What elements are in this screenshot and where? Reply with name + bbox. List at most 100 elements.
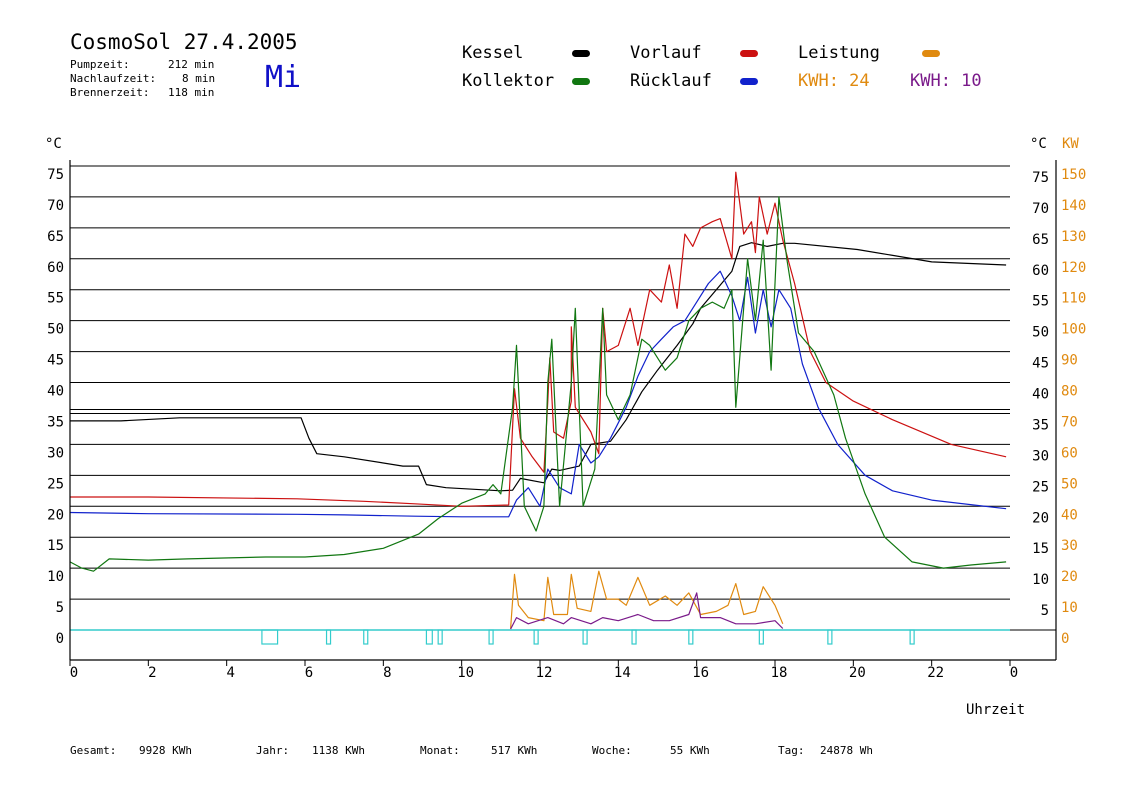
footer-label-monat: Monat: xyxy=(420,744,460,757)
footer-label-tag: Tag: xyxy=(778,744,805,757)
y-tick-label-right-temp: 60 xyxy=(1032,263,1049,279)
y-axis-left-unit: °C xyxy=(45,136,62,152)
pump-interval xyxy=(325,629,332,645)
y-tick-label-right-power: 110 xyxy=(1061,291,1086,307)
pump-interval xyxy=(363,629,369,645)
x-tick-label: 12 xyxy=(536,665,553,681)
y-tick-label-right-temp: 25 xyxy=(1032,479,1049,495)
x-tick-label: 14 xyxy=(614,665,631,681)
pump-interval xyxy=(631,629,637,645)
y-tick-label-right-power: 40 xyxy=(1061,507,1078,523)
series-line-kessel xyxy=(70,242,1007,492)
chart-title: CosmoSol 27.4.2005 xyxy=(70,30,298,54)
y-tick-label-right-temp: 30 xyxy=(1032,448,1049,464)
stat-label-nachlauf: Nachlaufzeit: xyxy=(70,72,157,85)
footer-label-jahr: Jahr: xyxy=(256,744,290,757)
pump-interval xyxy=(425,629,433,645)
stat-value-pump: 212 min xyxy=(168,58,215,71)
x-tick-label: 8 xyxy=(383,665,391,681)
axes xyxy=(69,160,1057,666)
stat-value-nachlauf: 8 min xyxy=(182,72,216,85)
y-tick-label-right-temp: 70 xyxy=(1032,201,1049,217)
x-tick-label: 10 xyxy=(457,665,474,681)
legend-kessel: Kessel xyxy=(462,43,524,63)
series-line-leistung xyxy=(510,570,784,629)
pump-interval xyxy=(582,629,588,645)
stat-label-brenner: Brennerzeit: xyxy=(70,86,150,99)
y-tick-label-left: 60 xyxy=(47,260,64,276)
x-tick-label: 22 xyxy=(927,665,944,681)
pump-interval xyxy=(533,629,539,645)
tick-labels: 0 2 4 6 8 10 12 14 16 18 20 22 005101520253035404550… xyxy=(47,167,1086,681)
pump-interval xyxy=(827,629,833,645)
y-tick-label-right-power: 120 xyxy=(1061,260,1086,276)
legend-vorlauf: Vorlauf xyxy=(630,43,702,63)
y-tick-label-left: 10 xyxy=(47,569,64,585)
footer-label-woche: Woche: xyxy=(592,744,632,757)
y-tick-label-left: 65 xyxy=(47,229,64,245)
y-tick-label-right-temp: 10 xyxy=(1032,572,1049,588)
y-tick-label-right-power: 0 xyxy=(1061,631,1069,647)
stat-label-pump: Pumpzeit: xyxy=(70,58,130,71)
y-tick-label-left: 20 xyxy=(47,507,64,523)
y-tick-label-right-power: 130 xyxy=(1061,229,1086,245)
data-series xyxy=(69,171,1007,630)
legend-kollektor-swatch xyxy=(572,78,590,85)
legend-kwh-orange: KWH: 24 xyxy=(798,71,870,91)
y-tick-label-left: 15 xyxy=(47,538,64,554)
y-tick-label-right-power: 10 xyxy=(1061,600,1078,616)
x-tick-label: 18 xyxy=(771,665,788,681)
y-tick-label-left: 0 xyxy=(56,631,64,647)
legend-kessel-swatch xyxy=(572,50,590,57)
legend-ruecklauf: Rücklauf xyxy=(630,71,712,91)
y-tick-label-left: 30 xyxy=(47,445,64,461)
y-tick-label-right-power: 80 xyxy=(1061,384,1078,400)
y-tick-label-left: 50 xyxy=(47,322,64,338)
legend-leistung-swatch xyxy=(922,50,940,57)
x-tick-label: 6 xyxy=(305,665,313,681)
y-tick-label-right-temp: 45 xyxy=(1032,356,1049,372)
x-axis-label: Uhrzeit xyxy=(966,702,1026,718)
y-tick-label-left: 75 xyxy=(47,167,64,183)
series-line-kwhpurple xyxy=(510,592,784,630)
y-tick-label-right-temp: 5 xyxy=(1041,603,1049,619)
x-tick-label: 4 xyxy=(226,665,234,681)
stat-value-brenner: 118 min xyxy=(168,86,215,99)
x-tick-label: 20 xyxy=(849,665,866,681)
y-tick-label-left: 70 xyxy=(47,198,64,214)
y-tick-label-right-power: 100 xyxy=(1061,322,1086,338)
y-tick-label-right-temp: 20 xyxy=(1032,510,1049,526)
footer-value-tag: 24878 Wh xyxy=(820,744,873,757)
footer-label-gesamt: Gesamt: xyxy=(70,744,117,757)
footer-value-gesamt: 9928 KWh xyxy=(139,744,192,757)
pump-interval xyxy=(437,629,443,645)
weekday-label: Mi xyxy=(265,60,302,95)
y-tick-label-left: 5 xyxy=(56,600,64,616)
footer-value-monat: 517 KWh xyxy=(491,744,538,757)
x-tick-label: 0 xyxy=(70,665,78,681)
y-tick-label-right-temp: 75 xyxy=(1032,170,1049,186)
y-tick-label-left: 45 xyxy=(47,353,64,369)
legend-vorlauf-swatch xyxy=(740,50,758,57)
y-tick-label-right-temp: 50 xyxy=(1032,325,1049,341)
y-tick-label-left: 40 xyxy=(47,384,64,400)
y-tick-label-right-power: 90 xyxy=(1061,353,1078,369)
series-line-rcklauf xyxy=(69,270,1007,518)
legend-leistung: Leistung xyxy=(798,43,880,63)
y-tick-label-right-power: 150 xyxy=(1061,167,1086,183)
y-tick-label-right-temp: 35 xyxy=(1032,417,1049,433)
series-line-kollektor xyxy=(69,196,1007,572)
y-axis-right-power-unit: KW xyxy=(1062,136,1079,152)
footer-value-woche: 55 KWh xyxy=(670,744,710,757)
y-tick-label-left: 25 xyxy=(47,476,64,492)
pump-interval xyxy=(688,629,694,645)
pump-interval xyxy=(909,629,915,645)
footer-value-jahr: 1138 KWh xyxy=(312,744,365,757)
pump-interval xyxy=(488,629,494,645)
y-tick-label-right-temp: 65 xyxy=(1032,232,1049,248)
y-tick-label-right-temp: 15 xyxy=(1032,541,1049,557)
y-tick-label-left: 55 xyxy=(47,291,64,307)
x-tick-label: 0 xyxy=(1010,665,1018,681)
legend-kollektor: Kollektor xyxy=(462,71,555,91)
